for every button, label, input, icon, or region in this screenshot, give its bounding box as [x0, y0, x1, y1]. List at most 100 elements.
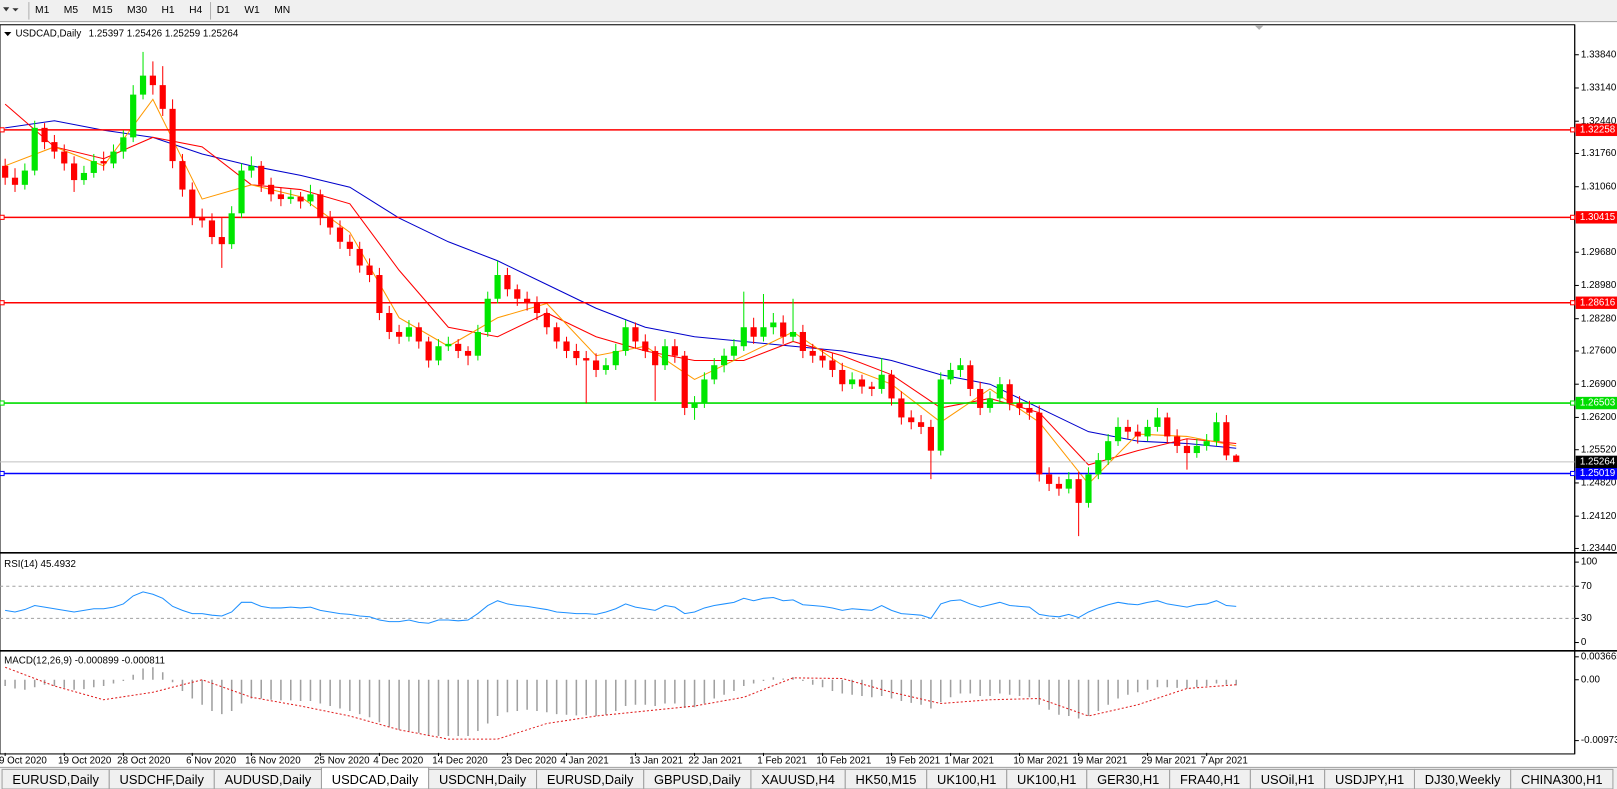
candle-body — [858, 379, 866, 387]
candle-body — [327, 218, 334, 228]
tab[interactable]: EURUSD,Daily — [12, 772, 99, 787]
tab[interactable]: UK100,H1 — [937, 772, 996, 787]
candle-body — [307, 194, 314, 202]
tab[interactable]: CHINA300,H1 — [1521, 772, 1603, 787]
timeframe-button[interactable]: MN — [274, 5, 290, 16]
candle-body — [740, 327, 747, 347]
candle-body — [474, 331, 481, 356]
tab[interactable]: USDCAD,Daily — [332, 772, 419, 787]
level-handle — [1570, 127, 1576, 133]
candle-body — [31, 127, 38, 171]
tab[interactable]: HK50,M15 — [856, 772, 917, 787]
candle-body — [267, 184, 275, 195]
x-tick-label: 6 Nov 2020 — [186, 756, 237, 767]
candle-body — [1134, 431, 1141, 437]
level-handle — [0, 470, 5, 477]
candle-body — [80, 172, 88, 181]
tab[interactable]: USDCHF,Daily — [120, 772, 205, 787]
level-label-box — [1575, 211, 1617, 224]
candle-body — [455, 343, 462, 351]
candle-body — [149, 75, 156, 86]
candle-body — [592, 360, 600, 370]
candle-body — [839, 369, 846, 385]
candle-body — [445, 343, 452, 347]
tab[interactable]: EURUSD,Daily — [547, 772, 634, 787]
candle-body — [829, 360, 836, 370]
bid-label-box — [1575, 455, 1617, 469]
candle-body — [1095, 460, 1102, 475]
candle-body — [760, 327, 767, 337]
tab[interactable]: DJ30,Weekly — [1425, 772, 1501, 787]
candle-body — [336, 227, 344, 242]
timeframe-button[interactable]: M30 — [127, 5, 147, 16]
tab[interactable]: USOil,H1 — [1261, 772, 1315, 787]
candle-body — [632, 327, 639, 342]
timeframe-button[interactable]: M5 — [64, 5, 79, 16]
timeframe-button[interactable]: M1 — [35, 5, 50, 16]
tab[interactable]: USDCNH,Daily — [439, 772, 527, 787]
candle-body — [661, 346, 669, 366]
tab[interactable]: AUDUSD,Daily — [225, 772, 312, 787]
candle-body — [1233, 455, 1240, 462]
candle-body — [484, 298, 491, 332]
tab-background — [1510, 768, 1614, 789]
candle-body — [405, 327, 413, 337]
y-tick-label: 1.27600 — [1581, 346, 1617, 357]
candle-body — [1183, 445, 1191, 454]
candle-body — [957, 365, 964, 370]
timeframe-button[interactable]: M15 — [93, 5, 113, 16]
moving-average — [5, 120, 1237, 449]
candle-body — [71, 163, 78, 181]
candle-body — [691, 403, 698, 408]
timeframe-button[interactable]: H1 — [161, 5, 174, 16]
tab[interactable]: USDJPY,H1 — [1335, 772, 1404, 787]
chart-title: USDCAD,Daily — [15, 29, 81, 40]
candle-body — [396, 331, 403, 337]
candle-body — [799, 331, 806, 351]
candle-body — [514, 289, 521, 299]
y-tick-label: 1.31760 — [1581, 148, 1617, 159]
tab[interactable]: GBPUSD,Daily — [654, 772, 741, 787]
level-label: 1.25019 — [1580, 468, 1615, 479]
candle-body — [376, 275, 383, 313]
x-tick-label: 22 Jan 2021 — [688, 756, 742, 767]
timeframe-button[interactable]: H4 — [189, 5, 202, 16]
candle-body — [524, 298, 531, 304]
x-tick-label: 1 Feb 2021 — [757, 756, 806, 767]
candle-body — [169, 108, 176, 162]
x-tick-label: 29 Mar 2021 — [1141, 756, 1196, 767]
level-handle — [0, 127, 5, 133]
candle-body — [1213, 422, 1220, 442]
tabs: EURUSD,Daily USDCHF,Daily AUDUSD,Daily USDC… — [1, 766, 1614, 789]
tab[interactable]: FRA40,H1 — [1180, 772, 1240, 787]
x-tick-label: 4 Jan 2021 — [560, 756, 608, 767]
candle-body — [1114, 426, 1122, 442]
candle-body — [917, 422, 925, 427]
tab[interactable]: UK100,H1 — [1017, 772, 1076, 787]
toolbar-dropdown[interactable] — [3, 7, 19, 12]
candle-body — [297, 196, 304, 202]
tab[interactable]: XAUUSD,H4 — [761, 772, 835, 787]
candle-body — [652, 350, 659, 366]
y-tick-label: 1.29680 — [1581, 247, 1617, 258]
candle-body — [780, 322, 787, 337]
candle-body — [1174, 436, 1181, 446]
candle-body — [583, 358, 590, 361]
level-handle — [1570, 300, 1576, 306]
timeframe-button[interactable]: D1 — [217, 5, 230, 16]
candle-body — [977, 388, 984, 408]
candle-body — [2, 165, 9, 178]
tab[interactable]: GER30,H1 — [1097, 772, 1159, 787]
candle-body — [435, 346, 442, 361]
timeframe-button[interactable]: W1 — [244, 5, 260, 16]
level-label: 1.26503 — [1580, 398, 1616, 409]
candle-body — [908, 417, 915, 423]
candle-body — [1036, 412, 1043, 475]
candle-body — [573, 350, 580, 359]
candle-body — [1026, 407, 1033, 413]
candle-body — [947, 369, 954, 380]
y-tick-label: 1.32440 — [1581, 116, 1617, 127]
candle-body — [927, 426, 935, 451]
y-tick-label: 30 — [1581, 613, 1592, 624]
candle-body — [494, 275, 501, 299]
